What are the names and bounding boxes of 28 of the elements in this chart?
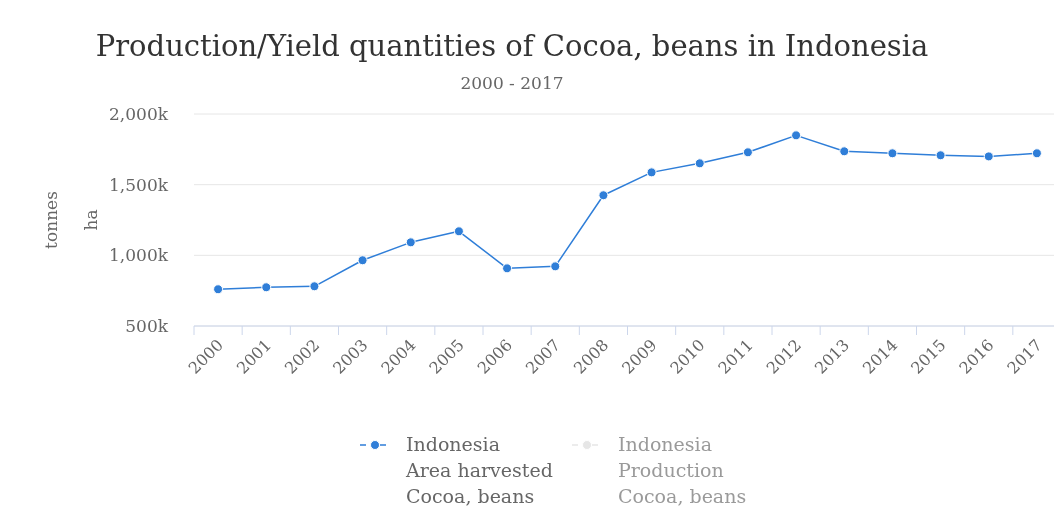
point (742, 147, 753, 158)
point (309, 281, 320, 292)
y-tick-label: 1,000k (109, 245, 169, 266)
point (598, 190, 609, 201)
point (405, 237, 416, 248)
legend-label: Indonesia Area harvested Cocoa, beans (405, 433, 553, 507)
point (357, 255, 368, 266)
point (646, 167, 657, 178)
chart-title: Production/Yield quantities of Cocoa, beans in Indonesia (95, 29, 929, 63)
y-tick-label: 1,500k (109, 174, 169, 195)
point (213, 284, 224, 295)
point (791, 130, 802, 141)
y-axis-title: tonnes (41, 191, 61, 249)
point (453, 226, 464, 237)
point (550, 261, 561, 272)
y2-axis-title: ha (81, 209, 101, 231)
point (983, 151, 994, 162)
y-tick-label: 2,000k (109, 104, 169, 124)
point (502, 263, 513, 274)
legend-label: Indonesia Production Cocoa, beans (618, 433, 747, 507)
point (887, 148, 898, 159)
point (839, 146, 850, 157)
point (935, 150, 946, 161)
point (694, 158, 705, 169)
point (261, 282, 272, 293)
y-tick-label: 500k (125, 316, 169, 336)
chart-subtitle: 2000 - 2017 (460, 73, 564, 93)
point (1031, 148, 1042, 159)
